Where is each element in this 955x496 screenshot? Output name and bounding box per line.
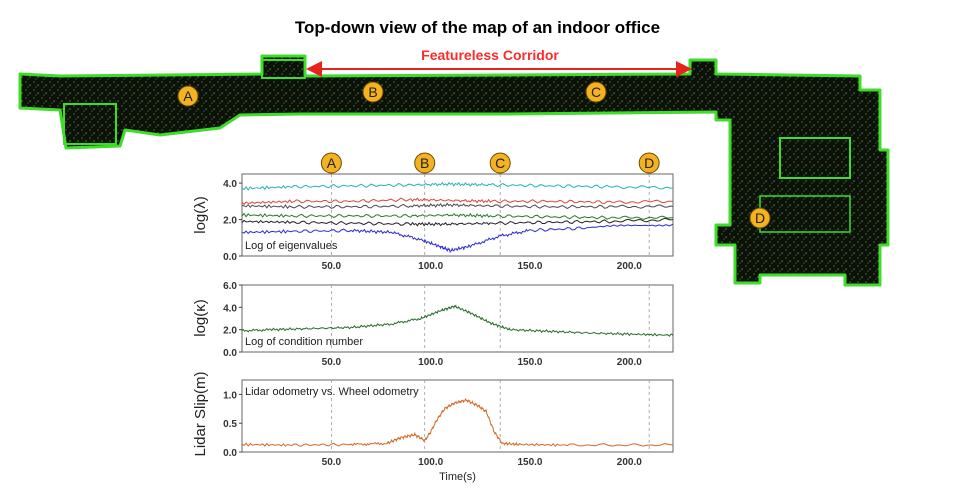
- plot-frame: [241, 284, 674, 353]
- x-tick-label: 100.0: [418, 357, 443, 368]
- x-tick-label: 200.0: [617, 357, 642, 368]
- chart-marker-d: D: [638, 152, 660, 174]
- chart-panel-2: 0.0 2.0 4.0 6.0 50.0 100.0 150.0 200.0 Log of co…: [192, 281, 674, 368]
- corridor-label: Featureless Corridor: [421, 47, 559, 63]
- x-tick-label: 100.0: [418, 457, 443, 468]
- map-marker-a-circle: [177, 85, 199, 107]
- x-tick-label: 100.0: [418, 261, 443, 272]
- chart-marker-d-circle: [638, 152, 660, 174]
- y-tick-label: 2.0: [223, 326, 237, 337]
- chart-marker-d-label: D: [644, 155, 654, 171]
- map-room-4: [261, 59, 306, 79]
- x-tick-label: 150.0: [517, 357, 542, 368]
- map-marker-d-label: D: [755, 210, 765, 226]
- series-line-6: [241, 223, 674, 254]
- charts: 0.0 2.0 4.0 50.0 100.0 150.0 200.0 Log of eigen…: [192, 173, 674, 483]
- figure-title: Top-down view of the map of an indoor of…: [294, 18, 661, 37]
- map-marker-d: D: [749, 207, 771, 229]
- series-line-1: [241, 181, 674, 191]
- x-tick-label: 150.0: [517, 261, 542, 272]
- chart-marker-c-label: C: [495, 155, 505, 171]
- series-line-3: [241, 202, 674, 210]
- x-tick-label: 200.0: [617, 261, 642, 272]
- series-line-5: [241, 217, 674, 227]
- chart-marker-b-label: B: [420, 155, 429, 171]
- y-tick-label: 4.0: [223, 179, 237, 190]
- map-marker-c-circle: [585, 81, 607, 103]
- x-tick-label: 150.0: [517, 457, 542, 468]
- x-tick-label: 50.0: [322, 457, 342, 468]
- x-tick-label: 200.0: [617, 457, 642, 468]
- y-tick-label: 0.0: [223, 348, 237, 359]
- x-axis-label: Time(s): [439, 471, 476, 483]
- map-marker-a: A: [177, 85, 199, 107]
- series-line-2: [241, 197, 673, 206]
- plot-frame: [241, 379, 674, 453]
- chart-panel-1: 0.0 2.0 4.0 50.0 100.0 150.0 200.0 Log of eigen…: [192, 173, 674, 272]
- y-tick-label: 6.0: [223, 281, 237, 292]
- chart-marker-a-label: A: [327, 155, 337, 171]
- map-marker-b: B: [362, 81, 384, 103]
- map-marker-d-circle: [749, 207, 771, 229]
- map-room-2: [779, 137, 851, 179]
- y-tick-label: 0.0: [223, 252, 237, 263]
- y-tick-label: 0.0: [223, 448, 237, 459]
- chart-marker-a: A: [320, 152, 342, 174]
- y-tick-label: 0.5: [223, 419, 237, 430]
- chart-marker-a-circle: [320, 152, 342, 174]
- chart-marker-b: B: [414, 152, 436, 174]
- x-tick-label: 50.0: [322, 261, 342, 272]
- x-tick-label: 50.0: [322, 357, 342, 368]
- panel-annotation: Lidar odometry vs. Wheel odometry: [245, 386, 419, 398]
- series-line-1: [241, 398, 674, 447]
- y-axis-label: log(κ): [192, 299, 209, 337]
- series-line-1: [241, 304, 674, 337]
- y-tick-label: 4.0: [223, 303, 237, 314]
- map-room-1: [63, 103, 117, 145]
- panel-annotation: Log of eigenvalues: [245, 240, 338, 252]
- map-marker-c-label: C: [591, 84, 601, 100]
- chart-marker-b-circle: [414, 152, 436, 174]
- y-axis-label: Lidar Slip(m): [192, 371, 209, 456]
- panel-annotation: Log of condition number: [245, 336, 363, 348]
- series-line-4: [241, 212, 674, 220]
- chart-marker-c: C: [489, 152, 511, 174]
- markers: A B C D A B C D: [177, 81, 771, 229]
- map-marker-b-label: B: [368, 84, 377, 100]
- y-axis-label: log(λ): [192, 196, 209, 234]
- y-tick-label: 1.0: [223, 390, 237, 401]
- map-marker-a-label: A: [183, 88, 193, 104]
- y-tick-label: 2.0: [223, 216, 237, 227]
- map-marker-b-circle: [362, 81, 384, 103]
- map-marker-c: C: [585, 81, 607, 103]
- chart-marker-c-circle: [489, 152, 511, 174]
- chart-panel-3: 0.0 0.5 1.0 50.0 100.0 150.0 200.0 Lidar odomet…: [192, 371, 674, 483]
